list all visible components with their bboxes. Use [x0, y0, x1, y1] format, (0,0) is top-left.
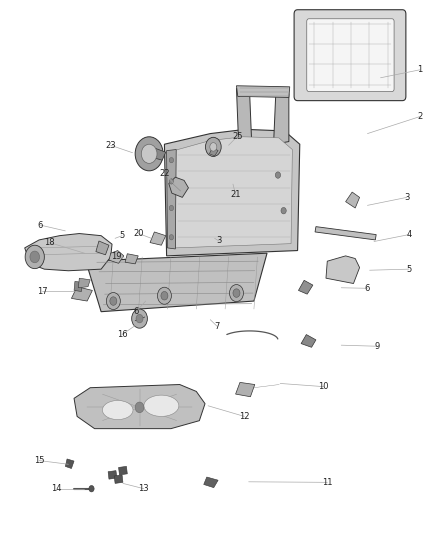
Text: 20: 20: [134, 229, 144, 238]
FancyBboxPatch shape: [307, 19, 394, 92]
Polygon shape: [109, 251, 124, 263]
Polygon shape: [237, 86, 290, 98]
Text: 9: 9: [374, 342, 380, 351]
Circle shape: [135, 137, 163, 171]
Polygon shape: [78, 278, 90, 288]
Text: 25: 25: [232, 132, 243, 141]
Polygon shape: [74, 384, 205, 429]
Text: 17: 17: [37, 287, 47, 296]
Circle shape: [210, 143, 217, 151]
Circle shape: [141, 144, 157, 164]
Polygon shape: [174, 137, 292, 248]
Polygon shape: [315, 227, 376, 240]
Text: 6: 6: [133, 307, 139, 316]
Text: 5: 5: [406, 265, 412, 273]
Text: 11: 11: [322, 478, 332, 487]
Polygon shape: [96, 241, 109, 255]
Text: 10: 10: [318, 382, 329, 391]
Circle shape: [169, 158, 173, 163]
Circle shape: [205, 138, 221, 157]
Circle shape: [169, 179, 173, 184]
Polygon shape: [74, 281, 82, 292]
Circle shape: [230, 285, 244, 302]
Circle shape: [30, 251, 39, 263]
Text: 18: 18: [44, 238, 55, 247]
Ellipse shape: [144, 395, 179, 416]
Polygon shape: [209, 148, 218, 156]
Polygon shape: [119, 466, 127, 475]
Text: 5: 5: [120, 231, 125, 240]
Text: 23: 23: [106, 141, 116, 150]
Polygon shape: [346, 192, 360, 208]
Polygon shape: [86, 253, 267, 312]
Circle shape: [276, 172, 281, 178]
Circle shape: [135, 402, 144, 413]
Circle shape: [25, 245, 44, 269]
Text: 13: 13: [138, 484, 149, 493]
Polygon shape: [298, 280, 313, 294]
Circle shape: [132, 309, 148, 328]
Polygon shape: [326, 256, 360, 284]
Polygon shape: [301, 335, 316, 348]
Polygon shape: [166, 150, 176, 249]
Polygon shape: [114, 475, 123, 483]
Polygon shape: [125, 254, 138, 264]
Text: 15: 15: [34, 456, 44, 465]
Polygon shape: [152, 149, 166, 160]
Polygon shape: [71, 287, 92, 301]
Circle shape: [161, 292, 168, 300]
Polygon shape: [236, 382, 255, 397]
Polygon shape: [169, 177, 188, 197]
Text: 16: 16: [117, 330, 127, 339]
Text: 19: 19: [111, 252, 122, 261]
Circle shape: [106, 293, 120, 310]
Polygon shape: [65, 459, 74, 469]
Text: 3: 3: [216, 237, 222, 246]
Text: 14: 14: [51, 484, 62, 493]
Text: 6: 6: [365, 284, 370, 293]
Polygon shape: [164, 130, 300, 256]
Ellipse shape: [102, 400, 133, 419]
Text: 2: 2: [417, 112, 423, 121]
FancyBboxPatch shape: [294, 10, 406, 101]
Text: 22: 22: [159, 169, 170, 178]
Text: 1: 1: [417, 66, 423, 74]
Polygon shape: [108, 471, 117, 479]
Circle shape: [233, 289, 240, 297]
Text: 21: 21: [230, 190, 241, 199]
Circle shape: [157, 287, 171, 304]
Text: 6: 6: [37, 221, 42, 230]
Circle shape: [89, 486, 94, 492]
Polygon shape: [237, 88, 252, 144]
Circle shape: [110, 297, 117, 305]
Circle shape: [169, 205, 173, 211]
Polygon shape: [274, 94, 289, 144]
Circle shape: [136, 314, 143, 323]
Text: 12: 12: [239, 412, 250, 421]
Polygon shape: [204, 477, 218, 488]
Polygon shape: [25, 233, 112, 271]
Polygon shape: [150, 232, 166, 245]
Text: 4: 4: [406, 230, 412, 239]
Text: 3: 3: [404, 193, 410, 202]
Circle shape: [281, 207, 286, 214]
Circle shape: [169, 235, 173, 240]
Text: 7: 7: [214, 321, 219, 330]
